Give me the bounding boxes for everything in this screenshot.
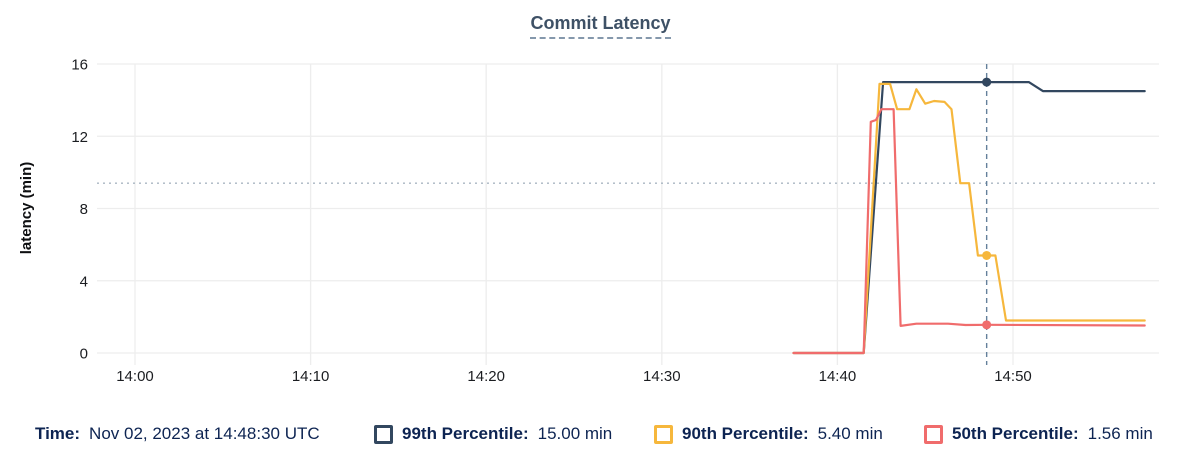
legend-item-p90[interactable]: 90th Percentile: 5.40 min <box>654 424 883 444</box>
p50-label: 50th Percentile: <box>952 424 1079 443</box>
p50-value: 1.56 min <box>1087 424 1153 443</box>
y-tick-label: 16 <box>71 57 88 74</box>
legend-item-p50[interactable]: 50th Percentile: 1.56 min <box>924 424 1153 444</box>
p99-swatch-icon <box>374 424 393 444</box>
cursor-dot-99th <box>982 77 992 87</box>
p90-swatch-icon <box>654 424 673 444</box>
y-tick-label: 8 <box>80 201 88 218</box>
x-tick-label: 14:50 <box>994 368 1032 385</box>
latency-line-chart[interactable]: 0 4 8 12 16 14:00 14:10 14:20 14:30 14:40 14:50 lat… <box>0 0 1201 400</box>
y-tick-label: 12 <box>71 129 88 146</box>
x-tick-label: 14:20 <box>467 368 505 385</box>
p99-value: 15.00 min <box>537 424 613 443</box>
chart-legend: Time: Nov 02, 2023 at 14:48:30 UTC 99th … <box>0 424 1201 454</box>
chart-title-text[interactable]: Commit Latency <box>530 13 671 39</box>
legend-time: Time: Nov 02, 2023 at 14:48:30 UTC <box>35 424 320 444</box>
series-line-99th[interactable] <box>792 80 1146 355</box>
x-tick-label: 14:40 <box>819 368 857 385</box>
x-tick-label: 14:30 <box>643 368 681 385</box>
y-axis-title: latency (min) <box>18 162 35 255</box>
y-tick-label: 0 <box>80 346 88 363</box>
x-tick-label: 14:10 <box>292 368 330 385</box>
y-tick-label: 4 <box>80 273 88 290</box>
chart-title: Commit Latency <box>0 13 1201 39</box>
cursor-dot-50th <box>982 320 992 330</box>
legend-item-p99[interactable]: 99th Percentile: 15.00 min <box>374 424 612 444</box>
p99-label: 99th Percentile: <box>402 424 529 443</box>
series-line-90th[interactable] <box>792 82 1146 355</box>
legend-time-label: Time: <box>35 424 81 443</box>
cursor-dot-90th <box>982 250 992 260</box>
x-tick-label: 14:00 <box>116 368 154 385</box>
p50-swatch-icon <box>924 424 943 444</box>
series-line-50th[interactable] <box>792 108 1146 355</box>
p90-value: 5.40 min <box>817 424 883 443</box>
p90-label: 90th Percentile: <box>682 424 809 443</box>
legend-time-value: Nov 02, 2023 at 14:48:30 UTC <box>89 424 320 443</box>
